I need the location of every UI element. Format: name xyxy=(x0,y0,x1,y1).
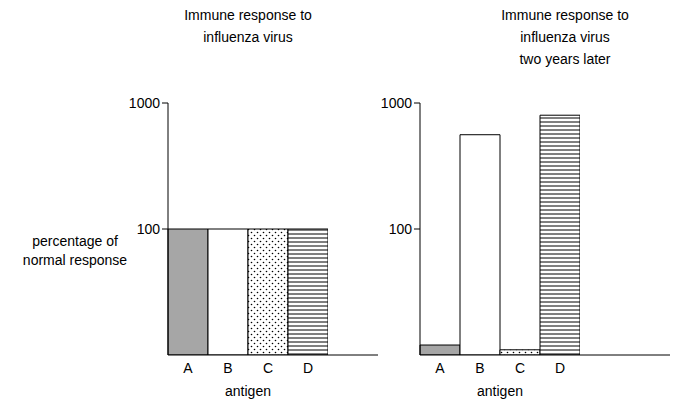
svg-text:A: A xyxy=(435,360,445,376)
svg-text:1000: 1000 xyxy=(381,95,412,111)
svg-text:B: B xyxy=(223,360,232,376)
svg-text:C: C xyxy=(263,360,273,376)
svg-text:100: 100 xyxy=(389,221,413,237)
svg-text:D: D xyxy=(555,360,565,376)
svg-text:A: A xyxy=(183,360,193,376)
html-text:antigen: antigen xyxy=(225,383,271,399)
svg-text:100: 100 xyxy=(137,221,161,237)
html-text:Immune response to influenza v: Immune response to influenza virus two y… xyxy=(501,7,629,67)
svg-text:B: B xyxy=(475,360,484,376)
html-text:percentage of normal response: percentage of normal response xyxy=(22,233,128,268)
svg-text:1000: 1000 xyxy=(129,95,160,111)
svg-text:C: C xyxy=(515,360,525,376)
html-text:Immune response to influenza v: Immune response to influenza virus xyxy=(184,7,312,45)
html-text:antigen: antigen xyxy=(477,383,523,399)
svg-text:D: D xyxy=(303,360,313,376)
